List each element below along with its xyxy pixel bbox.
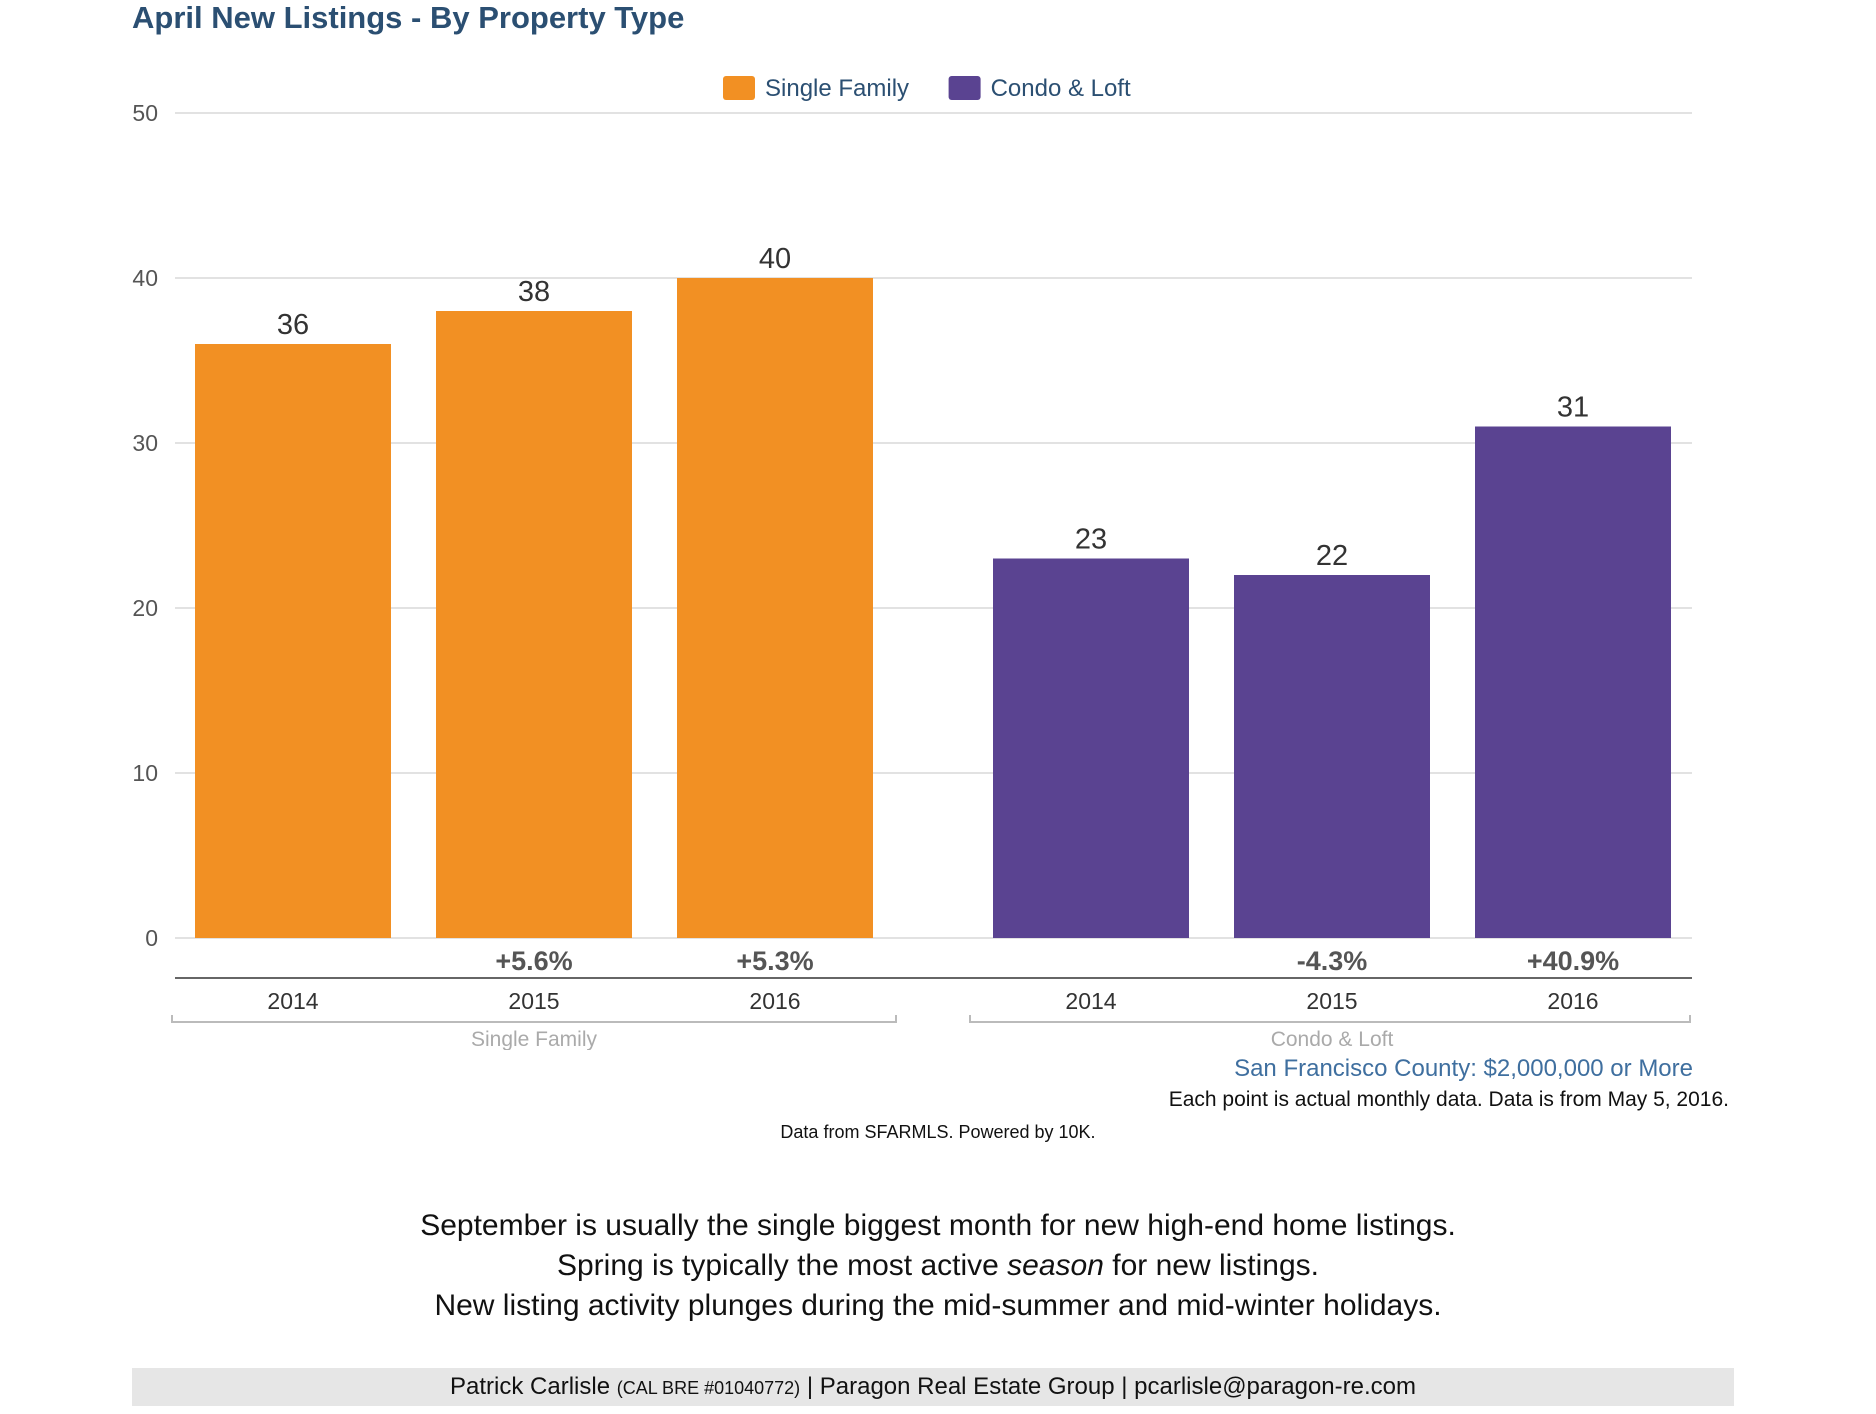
commentary: September is usually the single biggest …	[0, 1206, 1876, 1326]
commentary-emphasis: season	[1007, 1249, 1104, 1282]
x-tick-label: 2016	[749, 988, 800, 1014]
x-tick-label: 2015	[508, 988, 559, 1014]
x-axis: 2014 2015 2016 Single Family 2014 2015 2016 Con…	[171, 977, 1692, 1050]
footer-bar: Patrick Carlisle (CAL BRE #01040772) | P…	[132, 1368, 1734, 1406]
group-label: Condo & Loft	[1271, 1028, 1394, 1050]
bar	[436, 311, 632, 938]
change-label: -4.3%	[1297, 946, 1368, 976]
y-tick-label: 20	[132, 595, 158, 621]
bar-value-label: 23	[1075, 524, 1107, 556]
y-tick-label: 40	[132, 265, 158, 291]
bars	[195, 278, 1671, 938]
footer-company-email: | Paragon Real Estate Group | pcarlisle@…	[806, 1373, 1416, 1400]
x-tick-label: 2016	[1547, 988, 1598, 1014]
commentary-line-1: September is usually the single biggest …	[420, 1209, 1456, 1242]
chart-title: April New Listings - By Property Type	[132, 0, 685, 35]
footer-license: (CAL BRE #01040772)	[616, 1378, 801, 1398]
y-tick-label: 0	[145, 925, 158, 951]
y-axis-ticks: 0 10 20 30 40 50	[132, 100, 158, 951]
legend-label: Single Family	[765, 75, 909, 102]
bar	[993, 558, 1189, 938]
bar-value-label: 31	[1557, 392, 1589, 424]
group-bracket	[969, 1015, 1691, 1023]
bar-value-label: 36	[277, 309, 309, 341]
bar	[677, 278, 873, 938]
grid-lines	[175, 112, 1692, 939]
data-labels: 36 38 +5.6% 40 +5.3% 23 22 -4.3% 31 +40.9%	[277, 243, 1619, 976]
legend-label: Condo & Loft	[991, 75, 1131, 102]
y-tick-label: 10	[132, 760, 158, 786]
footer-name: Patrick Carlisle	[450, 1373, 611, 1400]
legend-swatch	[948, 76, 981, 100]
y-tick-label: 50	[132, 100, 158, 126]
change-label: +5.3%	[736, 946, 813, 976]
x-tick-label: 2015	[1306, 988, 1357, 1014]
change-label: +40.9%	[1527, 946, 1619, 976]
commentary-line-2-end: for new listings.	[1103, 1249, 1320, 1282]
legend: Single Family Condo & Loft	[723, 75, 1131, 102]
group-label: Single Family	[471, 1028, 598, 1050]
x-tick-label: 2014	[1065, 988, 1116, 1014]
change-label: +5.6%	[495, 946, 572, 976]
data-note: Each point is actual monthly data. Data …	[1168, 1088, 1729, 1111]
chart-subtitle: San Francisco County: $2,000,000 or More	[1234, 1055, 1693, 1082]
bar-value-label: 38	[518, 276, 550, 308]
commentary-line-2: Spring is typically the most active seas…	[0, 1246, 1876, 1286]
bar-value-label: 40	[759, 243, 791, 275]
bar	[195, 344, 391, 938]
y-tick-label: 30	[132, 430, 158, 456]
bar-value-label: 22	[1316, 540, 1348, 572]
bar	[1475, 426, 1671, 938]
bar-chart: 0 10 20 30 40 50 Single Family Condo & Loft 36…	[132, 75, 1692, 1050]
group-bracket	[171, 1015, 897, 1023]
data-credit: Data from SFARMLS. Powered by 10K.	[780, 1122, 1096, 1142]
legend-swatch	[723, 76, 755, 100]
x-tick-label: 2014	[267, 988, 318, 1014]
commentary-line-3: New listing activity plunges during the …	[434, 1289, 1442, 1322]
commentary-line-2-start: Spring is typically the most active	[556, 1249, 1008, 1282]
bar	[1234, 575, 1430, 938]
